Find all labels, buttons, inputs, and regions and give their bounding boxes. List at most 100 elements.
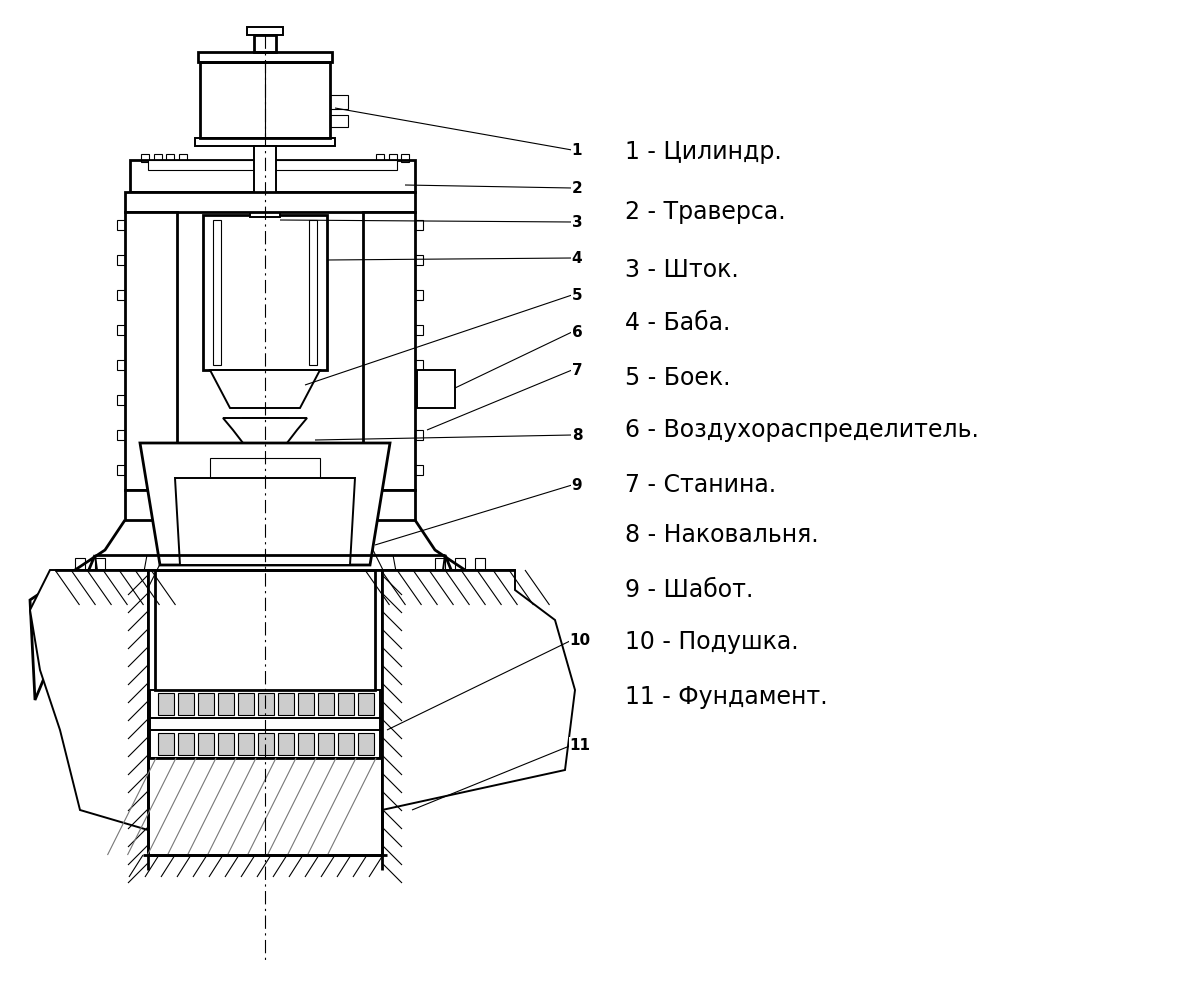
Text: 1: 1 <box>572 142 583 157</box>
Bar <box>198 733 214 755</box>
Bar <box>318 693 334 715</box>
Bar <box>330 115 348 127</box>
Bar <box>310 220 317 365</box>
Bar <box>117 255 125 265</box>
Text: 7: 7 <box>572 363 583 377</box>
Bar <box>415 465 423 475</box>
Polygon shape <box>383 570 576 810</box>
Bar <box>179 154 187 162</box>
Bar <box>117 395 125 405</box>
Bar <box>338 733 354 755</box>
Bar <box>155 570 375 690</box>
Bar <box>117 325 125 335</box>
Polygon shape <box>140 443 390 565</box>
Bar <box>158 693 174 715</box>
Text: 4 - Баба.: 4 - Баба. <box>625 311 731 335</box>
Text: 9 - Шабот.: 9 - Шабот. <box>625 578 753 602</box>
Bar <box>415 290 423 300</box>
Bar <box>178 733 194 755</box>
Bar <box>358 693 374 715</box>
Bar <box>298 733 314 755</box>
Bar <box>117 430 125 440</box>
Polygon shape <box>175 478 355 565</box>
Bar <box>238 693 254 715</box>
Bar <box>95 558 105 572</box>
Text: 11: 11 <box>570 737 591 753</box>
Bar <box>415 220 423 230</box>
Bar <box>435 558 445 572</box>
Bar <box>417 370 455 408</box>
Bar <box>198 52 332 62</box>
Text: 1 - Цилиндр.: 1 - Цилиндр. <box>625 140 782 164</box>
Bar <box>415 395 423 405</box>
Bar <box>401 154 408 162</box>
Bar <box>198 693 214 715</box>
Bar <box>415 325 423 335</box>
Bar <box>278 733 294 755</box>
Bar <box>213 220 221 365</box>
Bar <box>338 693 354 715</box>
Bar <box>202 215 327 370</box>
Bar <box>178 693 194 715</box>
Bar <box>363 212 415 490</box>
Bar <box>258 733 274 755</box>
Bar <box>117 360 125 370</box>
Bar <box>258 693 274 715</box>
Text: 5 - Боек.: 5 - Боек. <box>625 366 731 390</box>
Text: 7 - Станина.: 7 - Станина. <box>625 473 776 497</box>
Text: 6 - Воздухораспределитель.: 6 - Воздухораспределитель. <box>625 418 979 442</box>
Text: 2: 2 <box>572 180 583 195</box>
Bar <box>218 693 234 715</box>
Bar <box>200 62 330 138</box>
Text: 5: 5 <box>572 288 583 303</box>
Bar <box>117 220 125 230</box>
Polygon shape <box>222 418 307 443</box>
Bar <box>125 212 177 490</box>
Bar <box>242 418 288 443</box>
Bar <box>375 154 384 162</box>
Bar <box>148 758 383 855</box>
Polygon shape <box>210 370 320 408</box>
Bar <box>455 558 465 572</box>
Bar <box>195 138 335 146</box>
Bar <box>125 192 415 212</box>
Bar <box>415 360 423 370</box>
Bar <box>75 558 85 572</box>
Bar <box>330 95 348 109</box>
Bar <box>148 160 397 170</box>
Text: 8 - Наковальня.: 8 - Наковальня. <box>625 523 819 547</box>
Bar <box>415 430 423 440</box>
Bar <box>298 693 314 715</box>
Text: 3: 3 <box>572 214 583 229</box>
Bar <box>415 255 423 265</box>
Bar <box>210 458 320 478</box>
Bar <box>254 35 275 52</box>
Bar <box>149 690 380 718</box>
Text: 8: 8 <box>572 427 583 442</box>
Polygon shape <box>29 570 148 830</box>
Bar <box>358 733 374 755</box>
Bar <box>218 733 234 755</box>
Text: 2 - Траверса.: 2 - Траверса. <box>625 200 785 224</box>
Bar <box>141 154 149 162</box>
Bar <box>129 160 415 192</box>
Bar <box>117 290 125 300</box>
Bar <box>166 154 174 162</box>
Text: 3 - Шток.: 3 - Шток. <box>625 258 739 282</box>
Bar <box>390 154 397 162</box>
Bar <box>254 146 275 255</box>
Text: 9: 9 <box>572 477 583 492</box>
Text: 4: 4 <box>572 251 583 266</box>
Bar <box>250 203 280 217</box>
Text: 11 - Фундамент.: 11 - Фундамент. <box>625 685 827 709</box>
Text: 10 - Подушка.: 10 - Подушка. <box>625 630 799 654</box>
Bar <box>247 27 282 35</box>
Bar <box>318 733 334 755</box>
Bar <box>149 718 380 730</box>
Text: 6: 6 <box>572 325 583 340</box>
Bar <box>125 490 415 520</box>
Bar <box>154 154 162 162</box>
Bar <box>149 730 380 758</box>
Bar <box>278 693 294 715</box>
Text: 10: 10 <box>570 632 591 647</box>
